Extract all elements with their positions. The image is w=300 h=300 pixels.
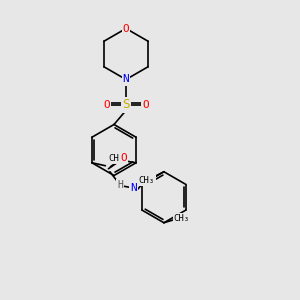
Text: N: N <box>130 183 137 193</box>
Text: S: S <box>122 98 130 112</box>
Text: N: N <box>123 74 129 85</box>
Text: O: O <box>142 100 149 110</box>
Text: H: H <box>118 180 123 190</box>
Text: O: O <box>123 23 129 34</box>
Text: CH₃: CH₃ <box>174 214 190 223</box>
Text: O: O <box>103 100 110 110</box>
Text: CH₃: CH₃ <box>109 154 124 163</box>
Text: CH₃: CH₃ <box>139 176 154 185</box>
Text: O: O <box>120 153 127 163</box>
